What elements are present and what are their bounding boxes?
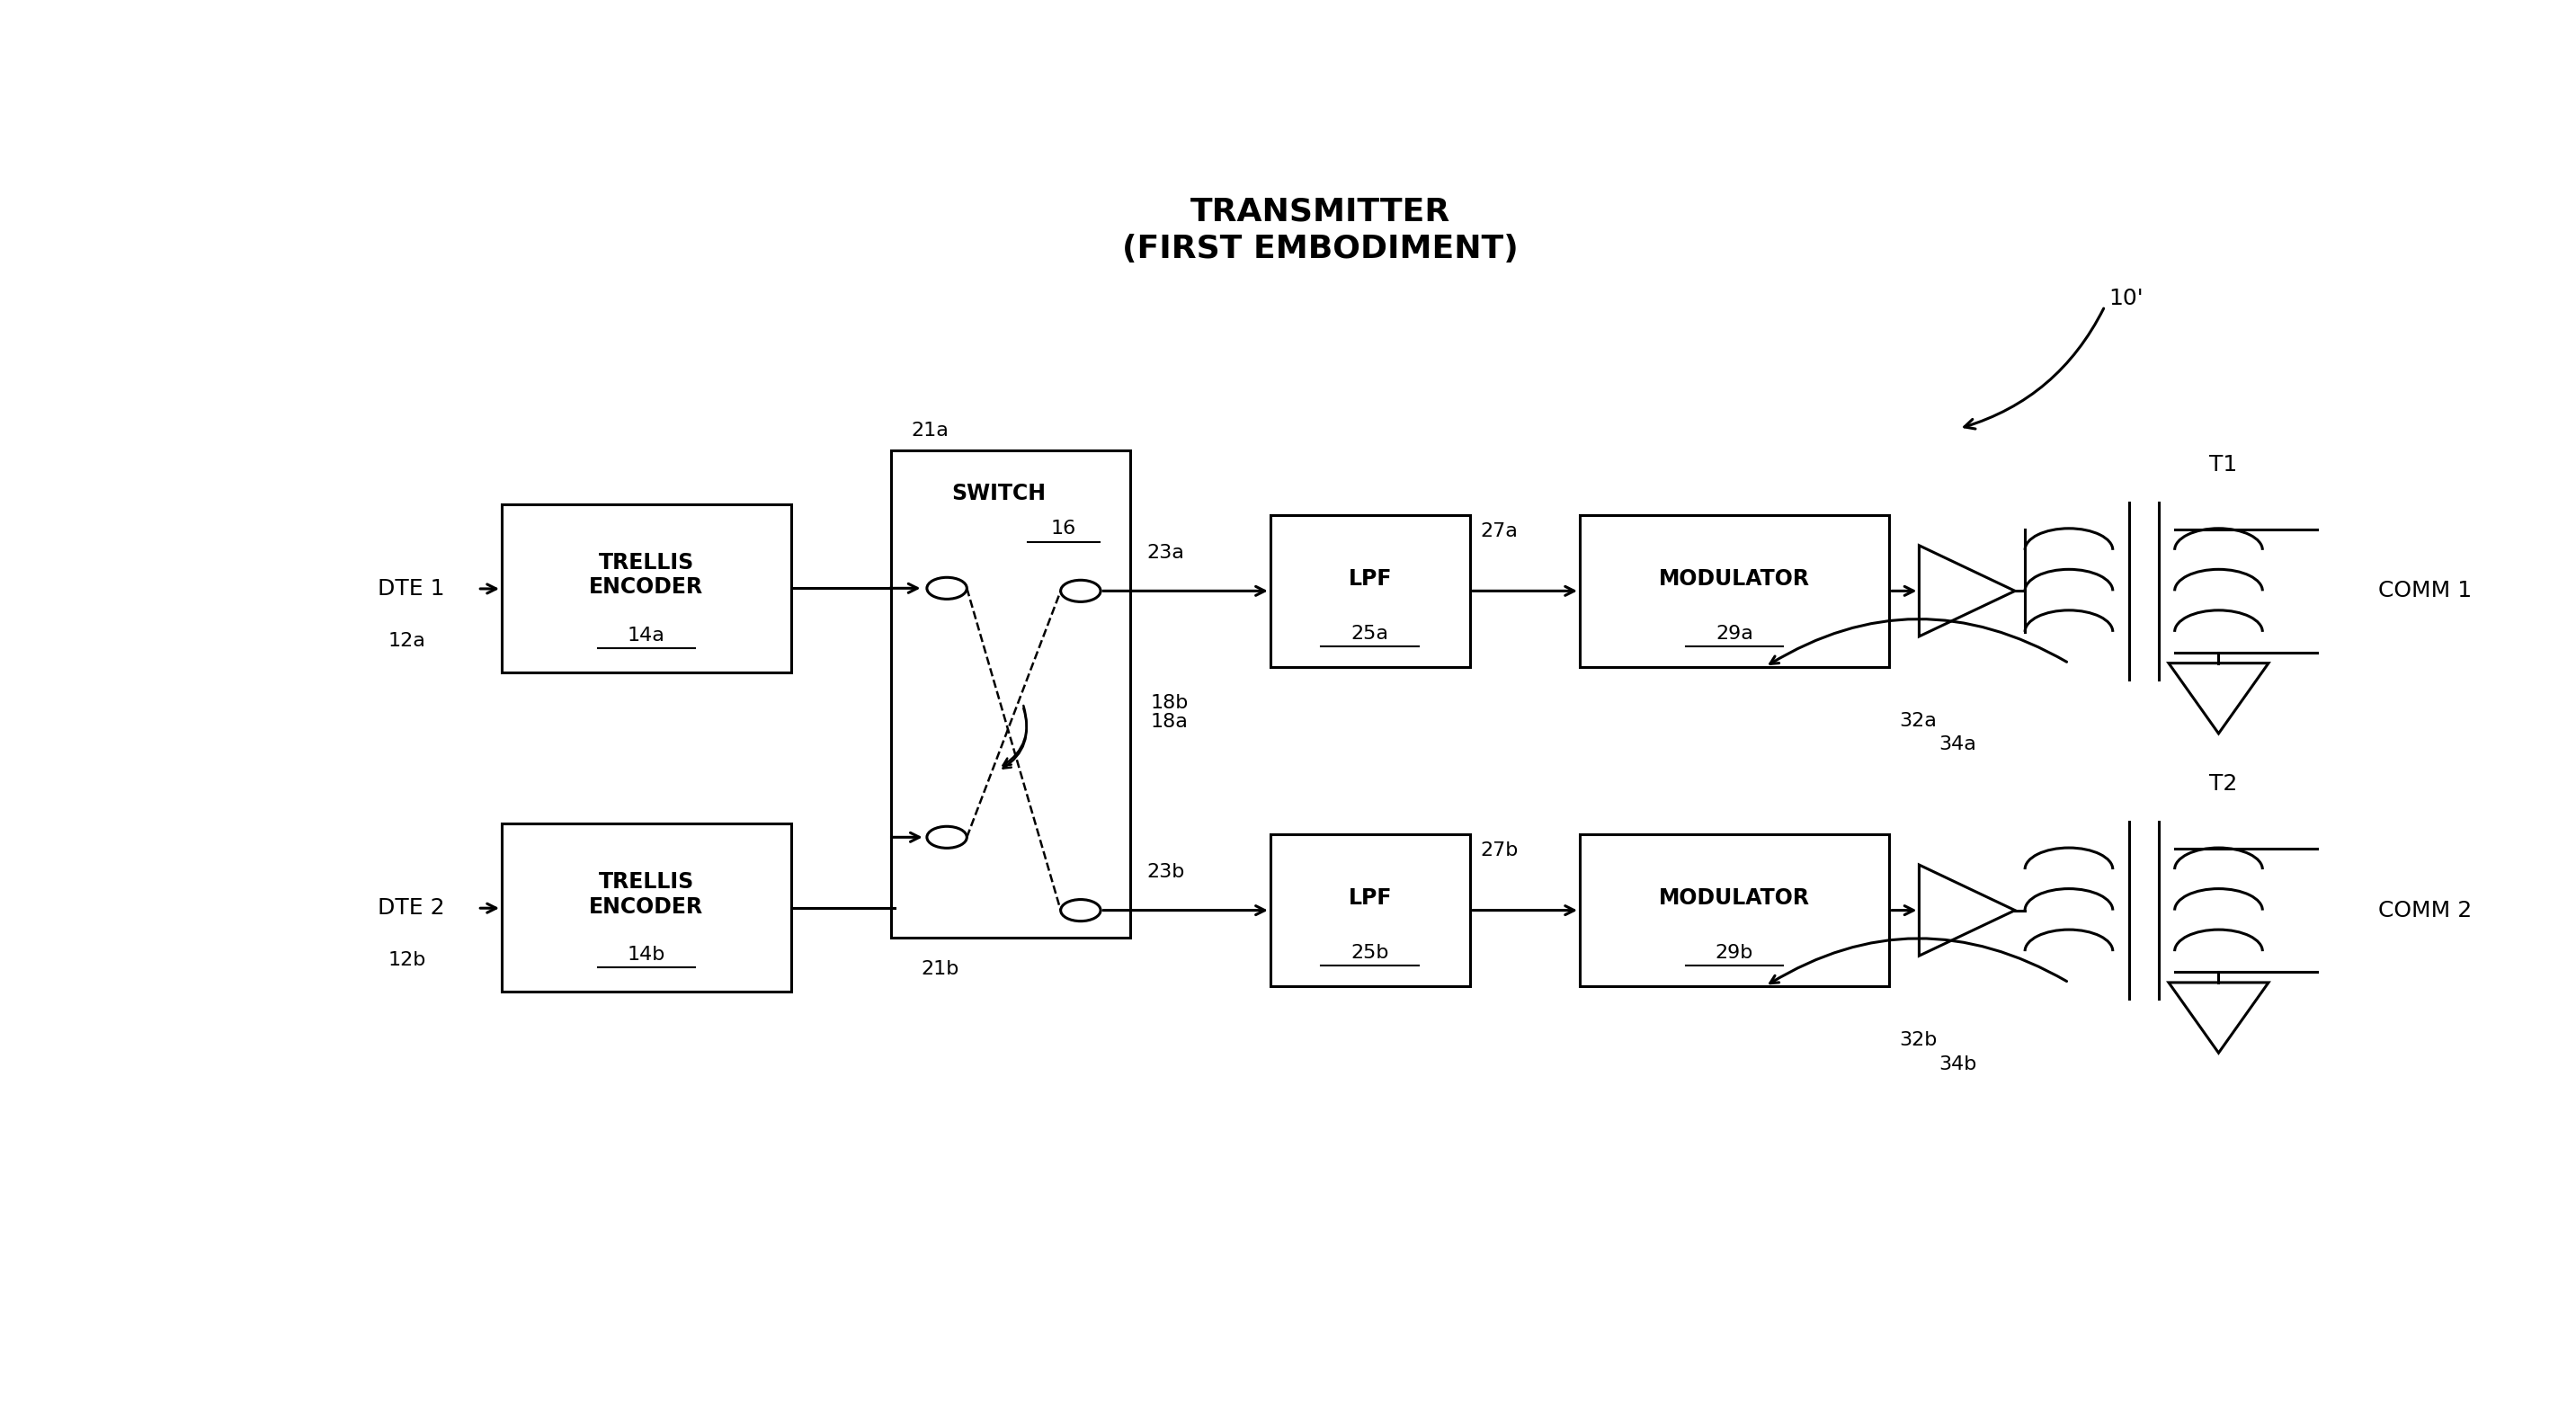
Circle shape — [1061, 581, 1100, 602]
Circle shape — [927, 578, 966, 599]
Text: 23b: 23b — [1146, 863, 1185, 882]
Text: LPF: LPF — [1347, 568, 1391, 589]
Text: 12a: 12a — [389, 631, 425, 650]
Text: SWITCH: SWITCH — [951, 482, 1046, 505]
Text: 27a: 27a — [1479, 523, 1517, 540]
Text: TRELLIS
ENCODER: TRELLIS ENCODER — [590, 870, 703, 918]
Bar — [1270, 835, 1471, 986]
Text: 14b: 14b — [629, 946, 665, 963]
Text: 25b: 25b — [1350, 943, 1388, 962]
Text: 16: 16 — [1051, 519, 1077, 537]
Bar — [1579, 835, 1888, 986]
Text: 10': 10' — [2110, 288, 2143, 309]
Bar — [1270, 515, 1471, 666]
Text: TRELLIS
ENCODER: TRELLIS ENCODER — [590, 551, 703, 598]
Text: COMM 2: COMM 2 — [2378, 900, 2473, 921]
Text: 14a: 14a — [629, 626, 665, 644]
Text: TRANSMITTER: TRANSMITTER — [1190, 197, 1450, 228]
Text: 25a: 25a — [1352, 624, 1388, 643]
Text: 23a: 23a — [1146, 544, 1185, 562]
Text: COMM 1: COMM 1 — [2378, 581, 2473, 602]
Text: T2: T2 — [2210, 773, 2239, 794]
Circle shape — [1061, 900, 1100, 921]
Text: DTE 2: DTE 2 — [379, 897, 446, 920]
Text: DTE 1: DTE 1 — [379, 578, 446, 599]
Text: 21a: 21a — [912, 422, 948, 439]
Text: 32a: 32a — [1899, 711, 1937, 730]
Text: (FIRST EMBODIMENT): (FIRST EMBODIMENT) — [1123, 233, 1517, 264]
Bar — [891, 450, 1131, 938]
Text: 27b: 27b — [1479, 842, 1517, 859]
Bar — [502, 505, 791, 672]
Text: MODULATOR: MODULATOR — [1659, 887, 1811, 908]
Text: 29b: 29b — [1716, 943, 1754, 962]
Bar — [1579, 515, 1888, 666]
Text: 18a: 18a — [1151, 713, 1188, 731]
Text: 12b: 12b — [389, 950, 425, 969]
Text: LPF: LPF — [1347, 887, 1391, 908]
Text: 18b: 18b — [1151, 695, 1188, 713]
Circle shape — [927, 827, 966, 848]
Text: 29a: 29a — [1716, 624, 1754, 643]
Text: MODULATOR: MODULATOR — [1659, 568, 1811, 589]
Bar — [502, 824, 791, 991]
Text: 32b: 32b — [1899, 1031, 1937, 1049]
Text: T1: T1 — [2210, 454, 2239, 475]
Text: 34a: 34a — [1940, 735, 1976, 754]
Text: 34b: 34b — [1940, 1054, 1978, 1073]
Text: 21b: 21b — [922, 960, 958, 979]
